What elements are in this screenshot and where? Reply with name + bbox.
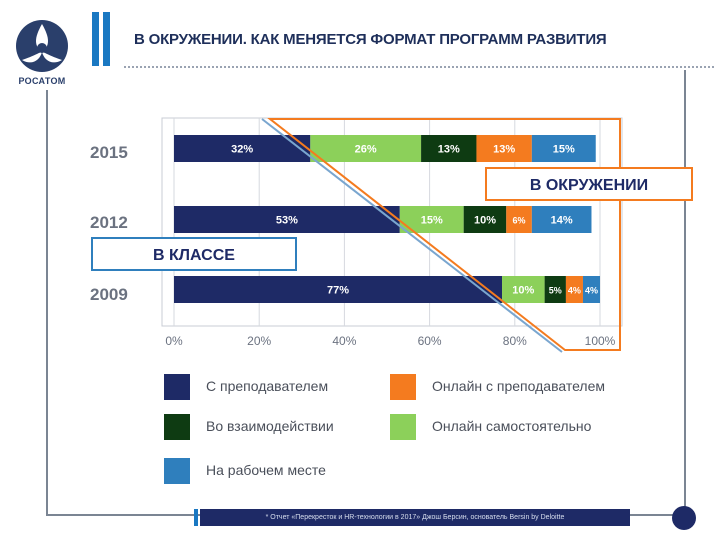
x-tick-label: 40% <box>332 334 356 348</box>
bar-value-label: 6% <box>513 216 526 226</box>
annotation-box-environment <box>485 167 693 201</box>
legend-label: Онлайн с преподавателем <box>432 378 605 394</box>
bar-segment <box>565 276 583 303</box>
bar-value-label: 15% <box>421 215 443 227</box>
bar-value-label: 26% <box>355 144 377 156</box>
rosatom-logo-icon <box>16 20 68 72</box>
frame-left-line <box>46 90 48 514</box>
bar-segment <box>582 276 600 303</box>
annotation-label-class: В КЛАССЕ <box>153 247 235 264</box>
bar-value-label: 77% <box>327 285 349 297</box>
bar-segment <box>544 276 566 303</box>
category-label: 2015 <box>90 143 128 162</box>
footer-note: * Отчет «Перекресток и HR-технологии в 2… <box>265 514 565 521</box>
legend-label: Онлайн самостоятельно <box>432 418 592 434</box>
bar-value-label: 10% <box>512 285 534 297</box>
x-tick-label: 60% <box>418 334 442 348</box>
legend-swatch <box>164 458 190 484</box>
bar-value-label: 15% <box>553 144 575 156</box>
annotation-box-class <box>91 237 297 271</box>
bar-segment <box>174 206 400 233</box>
bar-value-label: 13% <box>493 144 515 156</box>
legend-label: С преподавателем <box>206 378 329 394</box>
bar-segment <box>310 135 422 162</box>
footer-note-bar: * Отчет «Перекресток и HR-технологии в 2… <box>194 509 630 526</box>
legend-swatch <box>164 374 190 400</box>
bar-segment <box>531 206 592 233</box>
class-region-boundary <box>261 118 563 353</box>
bar-value-label: 10% <box>474 215 496 227</box>
x-tick-label: 100% <box>585 334 616 348</box>
title-divider <box>124 66 714 68</box>
bar-value-label: 53% <box>276 215 298 227</box>
bar-segment <box>506 206 532 233</box>
bar-segment <box>531 135 596 162</box>
bar-value-label: 4% <box>568 286 581 296</box>
bar-value-label: 5% <box>549 286 562 296</box>
bar-segment <box>502 276 545 303</box>
legend-swatch <box>390 414 416 440</box>
page-title: В ОКРУЖЕНИИ. КАК МЕНЯЕТСЯ ФОРМАТ ПРОГРАМ… <box>134 31 607 48</box>
brand-name: РОСАТОМ <box>18 76 66 86</box>
bar-value-label: 32% <box>231 144 253 156</box>
legend-swatch <box>164 414 190 440</box>
bar-value-label: 13% <box>438 144 460 156</box>
legend-swatch <box>390 374 416 400</box>
bar-segment <box>463 206 507 233</box>
bar-segment <box>174 276 503 303</box>
legend-label: Во взаимодействии <box>206 418 334 434</box>
environment-region-outline <box>267 118 621 351</box>
category-label: 2012 <box>90 213 128 232</box>
x-tick-label: 80% <box>503 334 527 348</box>
frame-right-line <box>684 70 686 510</box>
bar-segment <box>476 135 532 162</box>
footer-accent <box>194 509 198 526</box>
x-tick-label: 0% <box>165 334 183 348</box>
annotation-label-environment: В ОКРУЖЕНИИ <box>530 177 648 194</box>
legend-label: На рабочем месте <box>206 462 326 478</box>
bar-value-label: 14% <box>551 215 573 227</box>
decorative-dot <box>672 506 696 530</box>
bar-value-label: 4% <box>585 286 598 296</box>
bar-segment <box>421 135 477 162</box>
x-tick-label: 20% <box>247 334 271 348</box>
category-label: 2009 <box>90 285 128 304</box>
